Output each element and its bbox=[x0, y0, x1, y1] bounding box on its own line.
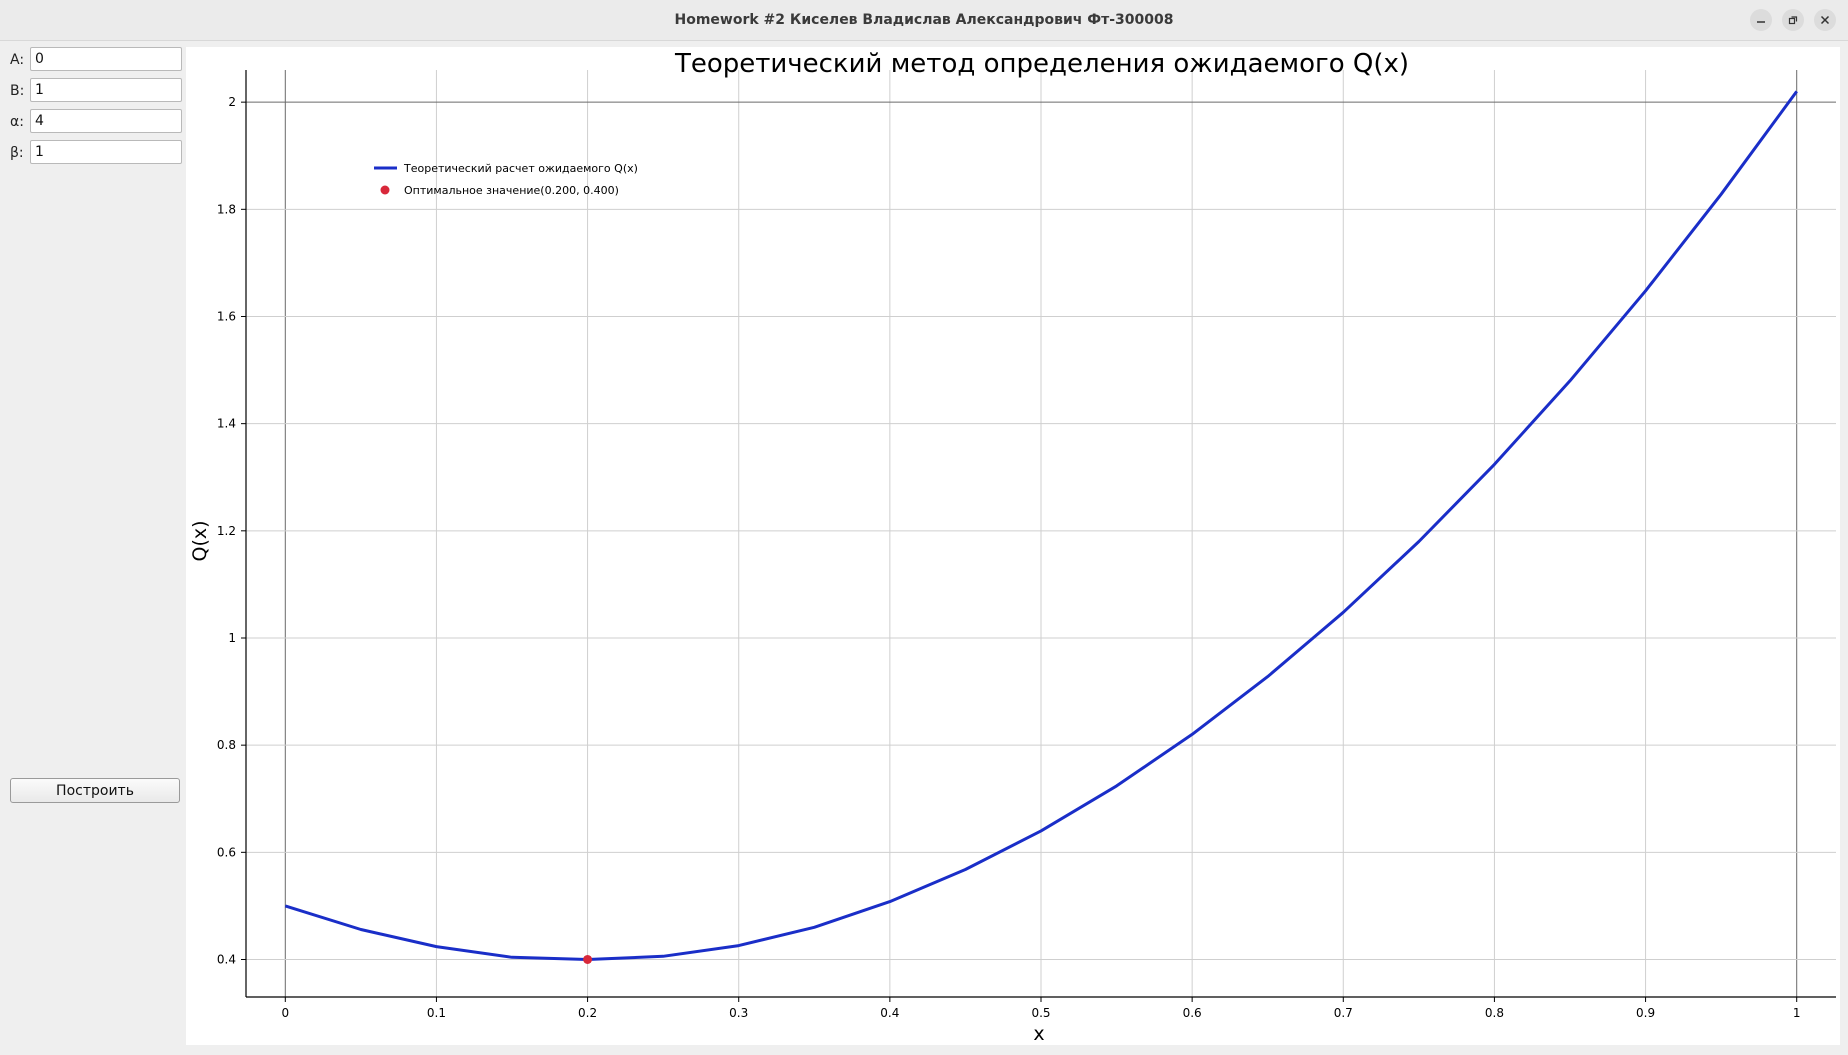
param-beta-label: β: bbox=[10, 145, 24, 161]
tick-labels: 0 0.1 0.2 0.3 0.4 0.5 0.6 0.7 0.8 0.9 1 0.4 0.6 0.8 1 1… bbox=[217, 95, 1801, 1020]
build-button[interactable]: Построить bbox=[10, 778, 180, 803]
param-beta-input[interactable] bbox=[30, 140, 182, 164]
param-a-row: A: bbox=[10, 47, 184, 73]
plot-area: 0 0.1 0.2 0.3 0.4 0.5 0.6 0.7 0.8 0.9 1 0.4 0.6 0.8 1 1… bbox=[186, 47, 1840, 1045]
legend-optimum-swatch bbox=[380, 185, 390, 195]
series bbox=[284, 90, 1798, 964]
param-alpha-label: α: bbox=[10, 114, 24, 130]
param-b-row: B: bbox=[10, 78, 184, 104]
legend-curve-label: Теоретический расчет ожидаемого Q(x) bbox=[403, 162, 638, 175]
y-tick-label: 0.6 bbox=[217, 845, 236, 859]
y-tick-label: 1.6 bbox=[217, 309, 236, 323]
x-axis-label: x bbox=[1033, 1023, 1044, 1045]
x-tick-label: 0.6 bbox=[1183, 1006, 1202, 1020]
x-tick-label: 0.9 bbox=[1636, 1006, 1655, 1020]
restore-icon bbox=[1788, 16, 1798, 25]
x-tick-label: 0.1 bbox=[427, 1006, 446, 1020]
x-tick-label: 0.4 bbox=[880, 1006, 899, 1020]
x-tick-label: 0.7 bbox=[1334, 1006, 1353, 1020]
param-alpha-input[interactable] bbox=[30, 109, 182, 133]
close-button[interactable] bbox=[1814, 9, 1836, 31]
param-alpha-row: α: bbox=[10, 109, 184, 135]
legend: Теоретический расчет ожидаемого Q(x) Опт… bbox=[374, 162, 638, 197]
y-tick-label: 2 bbox=[228, 95, 236, 109]
restore-button[interactable] bbox=[1782, 9, 1804, 31]
x-tick-label: 0.5 bbox=[1031, 1006, 1050, 1020]
legend-optimum-label: Оптимальное значение(0.200, 0.400) bbox=[404, 184, 619, 197]
y-tick-label: 0.8 bbox=[217, 738, 236, 752]
minimize-icon bbox=[1757, 21, 1765, 23]
chart-title: Теоретический метод определения ожидаемо… bbox=[674, 49, 1409, 79]
chart: 0 0.1 0.2 0.3 0.4 0.5 0.6 0.7 0.8 0.9 1 0.4 0.6 0.8 1 1… bbox=[189, 49, 1836, 1045]
axes bbox=[241, 70, 1836, 1002]
y-tick-label: 1 bbox=[228, 631, 236, 645]
param-b-label: B: bbox=[10, 83, 25, 99]
q-curve-line bbox=[284, 90, 1798, 961]
y-tick-label: 1.2 bbox=[217, 524, 236, 538]
y-tick-label: 0.4 bbox=[217, 952, 236, 966]
grid bbox=[246, 70, 1836, 997]
y-axis-label: Q(x) bbox=[189, 520, 211, 561]
parameters-panel: A: B: α: β: Построить bbox=[0, 41, 186, 1055]
window-title: Homework #2 Киселев Владислав Александро… bbox=[674, 12, 1174, 28]
minimize-button[interactable] bbox=[1750, 9, 1772, 31]
x-tick-label: 1 bbox=[1793, 1006, 1801, 1020]
y-tick-label: 1.8 bbox=[217, 202, 236, 216]
x-tick-label: 0.8 bbox=[1485, 1006, 1504, 1020]
param-beta-row: β: bbox=[10, 140, 184, 166]
x-tick-label: 0.3 bbox=[729, 1006, 748, 1020]
y-tick-label: 1.4 bbox=[217, 417, 236, 431]
param-b-input[interactable] bbox=[30, 78, 182, 102]
close-icon bbox=[1820, 15, 1830, 25]
x-tick-label: 0.2 bbox=[578, 1006, 597, 1020]
x-tick-label: 0 bbox=[281, 1006, 289, 1020]
param-a-input[interactable] bbox=[30, 47, 182, 71]
window-titlebar: Homework #2 Киселев Владислав Александро… bbox=[0, 0, 1848, 41]
optimum-point bbox=[583, 954, 593, 964]
param-a-label: A: bbox=[10, 52, 25, 68]
